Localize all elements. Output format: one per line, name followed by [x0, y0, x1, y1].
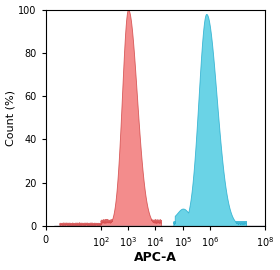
- X-axis label: APC-A: APC-A: [134, 251, 177, 264]
- Y-axis label: Count (%): Count (%): [6, 90, 16, 146]
